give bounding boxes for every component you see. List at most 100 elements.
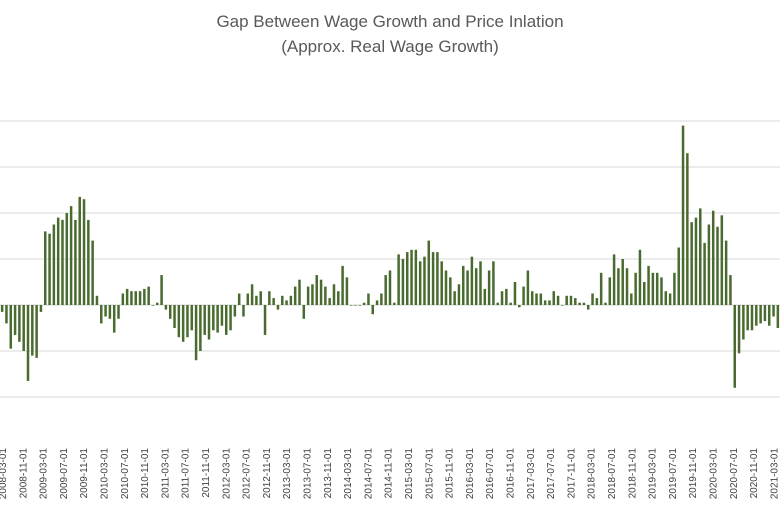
bar — [733, 305, 736, 388]
bar — [414, 249, 418, 305]
bar — [625, 268, 629, 305]
bar — [293, 286, 297, 305]
bar — [26, 305, 30, 381]
bar — [401, 259, 405, 305]
bar — [384, 275, 387, 305]
bar — [496, 302, 499, 305]
bar — [776, 305, 780, 328]
x-tick-label: 2018-03-01 — [587, 448, 598, 500]
bar — [638, 249, 642, 305]
bar — [462, 265, 465, 305]
x-tick-label: 2020-03-01 — [709, 448, 720, 500]
x-tick-label: 2014-11-01 — [384, 448, 395, 499]
bar — [285, 300, 288, 305]
bar — [337, 291, 340, 305]
bar — [530, 291, 534, 305]
bar — [574, 298, 577, 305]
bar — [48, 233, 51, 305]
bar — [229, 305, 232, 331]
bar — [586, 305, 590, 310]
bar — [707, 224, 711, 305]
x-tick-label: 2008-03-01 — [0, 448, 9, 500]
bar — [655, 272, 659, 305]
bar — [255, 295, 258, 305]
bar — [104, 305, 107, 317]
bar — [108, 305, 112, 319]
x-tick-label: 2020-11-01 — [749, 448, 760, 499]
bar — [56, 217, 60, 305]
bar — [578, 302, 581, 305]
bar — [703, 242, 706, 305]
bar — [276, 305, 280, 310]
x-tick-label: 2009-11-01 — [79, 448, 90, 499]
x-tick-label: 2016-11-01 — [506, 448, 517, 499]
bar — [39, 305, 43, 312]
bar — [306, 286, 310, 305]
bar — [181, 305, 185, 342]
bar — [61, 219, 64, 305]
bar — [522, 286, 525, 305]
x-tick-label: 2015-11-01 — [445, 448, 456, 499]
bar — [599, 272, 603, 305]
bar — [539, 293, 543, 305]
bar — [393, 302, 396, 305]
bar — [552, 291, 556, 305]
bar — [457, 284, 461, 305]
bar — [565, 295, 568, 305]
x-tick-label: 2008-11-01 — [18, 448, 29, 499]
x-tick-label: 2019-07-01 — [668, 448, 679, 500]
bar — [134, 291, 137, 305]
bar — [177, 305, 181, 338]
bar — [737, 305, 741, 354]
bar — [82, 199, 86, 305]
bar — [74, 219, 77, 305]
bar — [112, 305, 116, 333]
bar — [35, 305, 38, 358]
bar — [367, 293, 370, 305]
bar — [513, 282, 517, 305]
x-tick-label: 2012-03-01 — [221, 448, 232, 500]
bar — [681, 125, 685, 305]
bar — [371, 305, 375, 315]
bar — [100, 305, 103, 324]
bar — [487, 270, 491, 305]
bar — [470, 256, 474, 305]
bar — [591, 293, 594, 305]
x-tick-label: 2016-07-01 — [485, 448, 496, 500]
bar — [479, 261, 482, 305]
bar — [216, 305, 219, 333]
bar — [237, 293, 241, 305]
bar — [668, 293, 672, 305]
bar — [224, 305, 228, 335]
bar — [212, 305, 215, 331]
x-tick-label: 2011-03-01 — [160, 448, 171, 499]
bar — [190, 305, 194, 331]
bar — [466, 270, 469, 305]
bar — [5, 305, 8, 324]
x-tick-label: 2015-03-01 — [404, 448, 415, 500]
bar — [0, 305, 4, 312]
x-tick-label: 2012-07-01 — [242, 448, 253, 500]
bar — [535, 293, 538, 305]
bar — [431, 252, 435, 305]
bar — [711, 210, 715, 305]
bar — [272, 298, 275, 305]
bar — [319, 279, 323, 305]
bar — [121, 293, 125, 305]
bar — [289, 295, 293, 305]
bar — [621, 259, 624, 305]
bar — [358, 305, 362, 306]
bar — [608, 277, 612, 305]
bar — [125, 288, 129, 305]
bar — [548, 300, 551, 305]
bar — [186, 305, 189, 338]
bar — [418, 261, 422, 305]
bar — [18, 305, 21, 342]
bar — [328, 298, 331, 305]
bar — [341, 265, 344, 305]
bar — [44, 231, 47, 305]
bar — [767, 305, 771, 326]
bar — [423, 256, 426, 305]
bar — [440, 261, 443, 305]
bar — [315, 275, 318, 305]
